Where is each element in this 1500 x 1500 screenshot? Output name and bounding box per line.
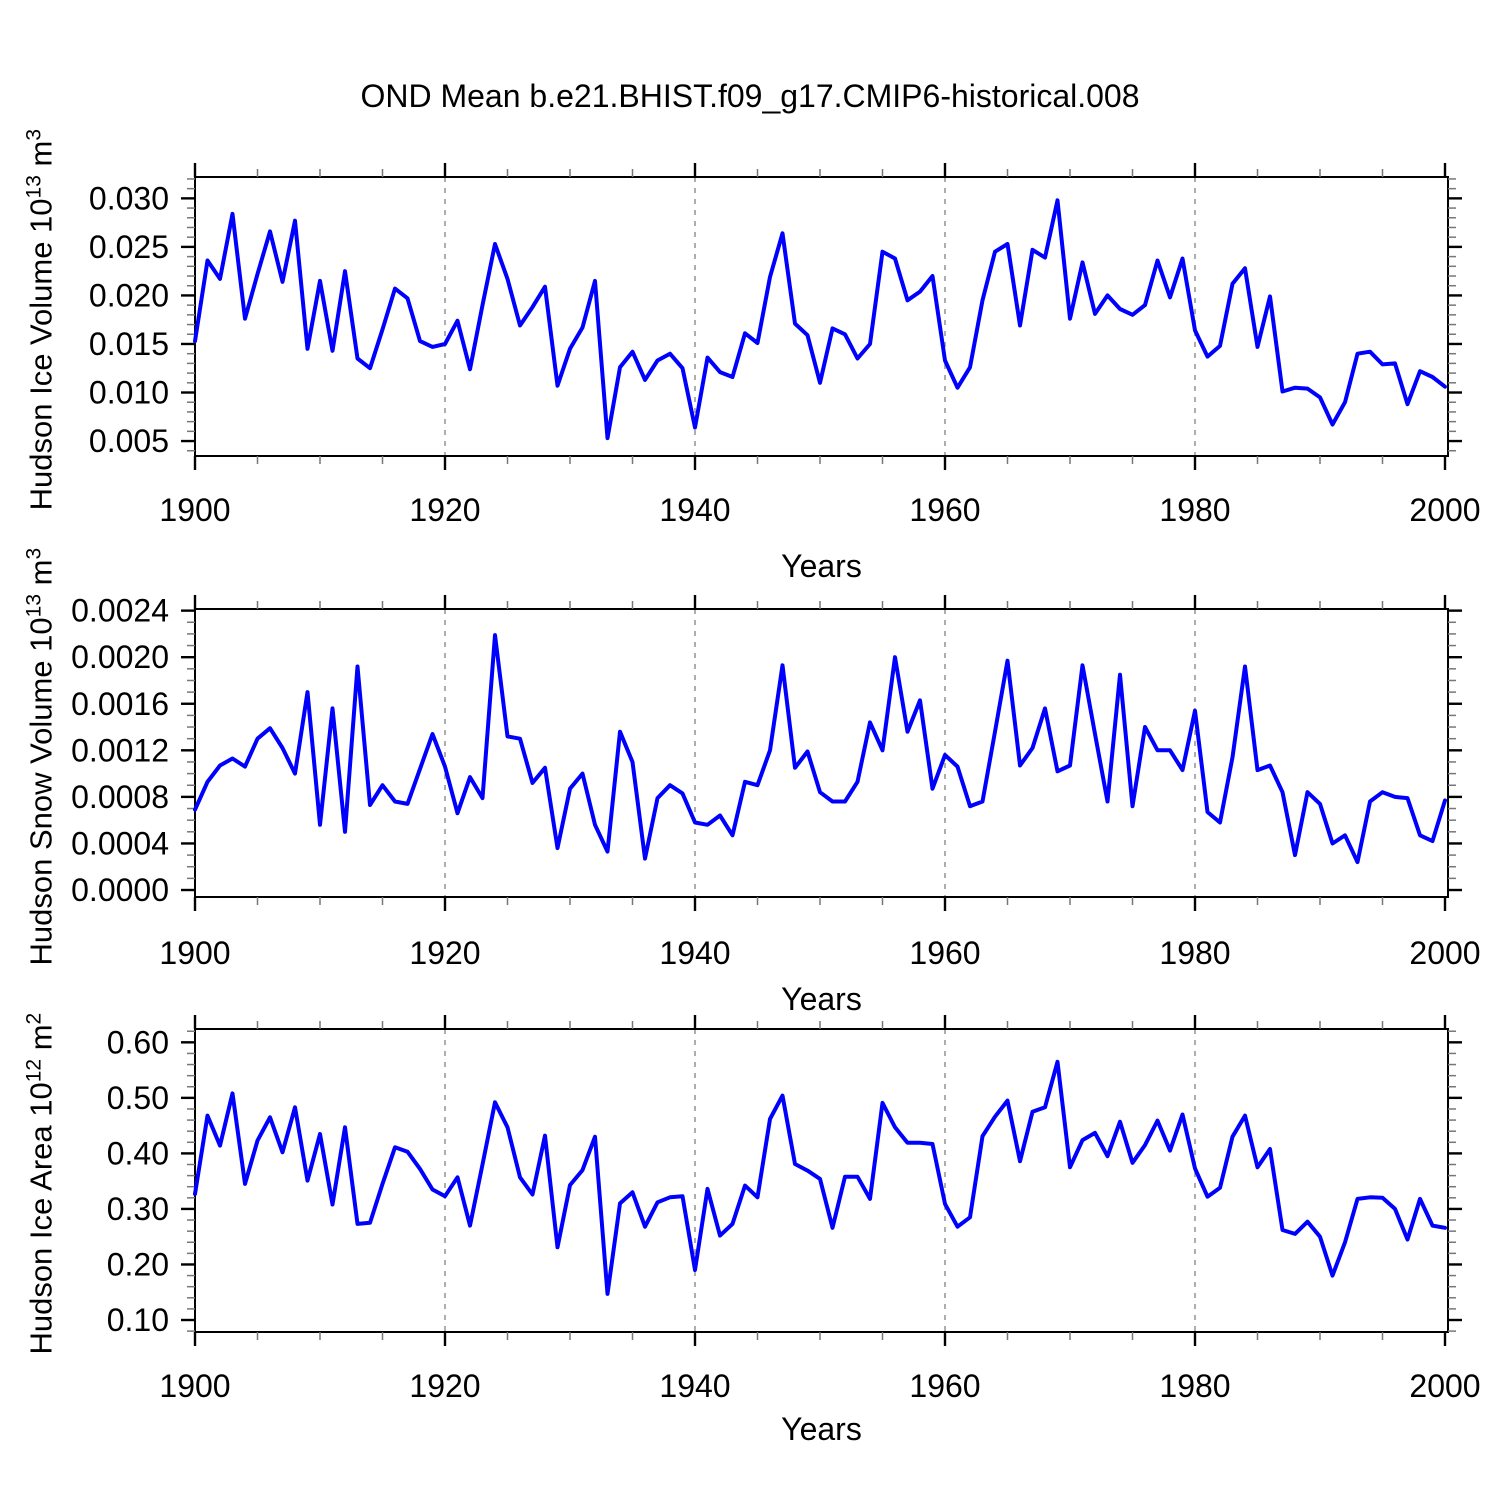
plot-title: OND Mean b.e21.BHIST.f09_g17.CMIP6-histo… [360,78,1140,114]
x-tick-label: 1980 [1159,492,1230,528]
panel-frame [194,1028,1449,1333]
x-tick-label: 1960 [909,492,980,528]
y-tick-label: 0.010 [89,375,169,411]
x-tick-label: 1980 [1159,1368,1230,1404]
panel-frame [194,608,1449,898]
x-axis-label-panel-1: Years [781,548,862,584]
y-axis-label-text: Hudson Ice Area 10 [23,1082,59,1355]
unit: m [23,1024,59,1059]
hudson-ice-volume-line [193,198,1447,441]
unit-exponent: 3 [22,547,46,560]
x-tick-label: 1940 [659,935,730,971]
unit: m [23,559,59,594]
y-tick-label: 0.40 [107,1135,169,1171]
x-axis-label-panel-2: Years [781,981,862,1017]
unit-exponent: 3 [22,128,46,141]
x-tick-label: 1980 [1159,935,1230,971]
y-tick-label: 0.60 [107,1024,169,1060]
y-tick-label: 0.0024 [71,593,169,629]
x-tick-label: 1940 [659,492,730,528]
x-tick-label: 1900 [159,492,230,528]
exponent: 12 [22,1058,46,1083]
y-tick-label: 0.0020 [71,639,169,675]
x-tick-label: 2000 [1409,492,1480,528]
hudson-snow-volume-panel: 0.0000 0.0004 0.0008 0.0012 0.0016 0.0020 0.00… [71,593,1480,971]
y-tick-label: 0.025 [89,229,169,265]
y-tick-label: 0.020 [89,277,169,313]
panel-frame [194,176,1449,457]
y-tick-label: 0.10 [107,1302,169,1338]
y-tick-label: 0.50 [107,1080,169,1116]
y-tick-label: 0.030 [89,180,169,216]
hudson-ice-volume-panel: 0.005 0.010 0.015 0.020 0.025 0.030 1900 1920 19… [89,163,1481,528]
hudson-ice-area-line [193,1059,1447,1296]
y-tick-label: 0.0016 [71,686,169,722]
x-tick-label: 2000 [1409,935,1480,971]
y-tick-label: 0.0000 [71,872,169,908]
exponent: 13 [22,593,46,618]
y-tick-label: 0.0008 [71,779,169,815]
y-tick-label: 0.20 [107,1246,169,1282]
x-tick-label: 2000 [1409,1368,1480,1404]
x-tick-label: 1920 [409,492,480,528]
x-axis-label-panel-3: Years [781,1411,862,1447]
y-axis-label-ice-area: Hudson Ice Area 1012 m2 [14,874,61,1494]
unit: m [23,140,59,176]
y-tick-label: 0.0004 [71,825,169,861]
hudson-ice-area-panel: 0.10 0.20 0.30 0.40 0.50 0.60 1900 1920 1940 1960… [107,1015,1481,1404]
y-tick-label: 0.015 [89,326,169,362]
y-tick-label: 0.30 [107,1191,169,1227]
x-tick-label: 1920 [409,1368,480,1404]
x-tick-label: 1960 [909,935,980,971]
y-tick-label: 0.0012 [71,732,169,768]
hudson-snow-volume-line [193,633,1447,865]
x-tick-label: 1960 [909,1368,980,1404]
unit-exponent: 2 [22,1012,46,1025]
x-tick-label: 1940 [659,1368,730,1404]
x-tick-label: 1900 [159,1368,230,1404]
x-tick-label: 1900 [159,935,230,971]
exponent: 13 [22,175,46,199]
x-tick-label: 1920 [409,935,480,971]
y-tick-label: 0.005 [89,423,169,459]
